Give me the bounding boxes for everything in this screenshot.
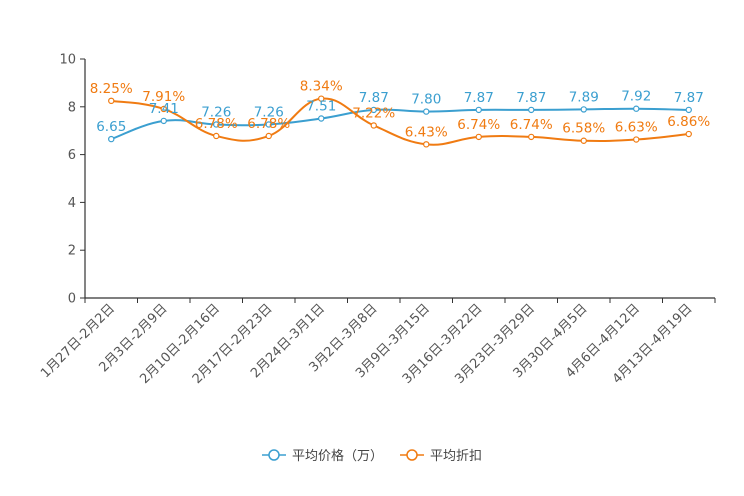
legend-label: 平均价格（万） [292,448,383,464]
data-point [685,106,692,114]
data-label: 6.65 [96,119,126,135]
y-tick-label: 4 [68,196,76,211]
series-points [108,95,692,148]
data-label: 7.87 [674,90,704,106]
y-tick-label: 6 [68,148,76,163]
data-label: 6.58% [562,121,605,137]
data-label: 8.25% [90,81,133,97]
series-line [110,107,689,141]
y-tick-label: 8 [68,100,76,115]
data-label: 7.51 [306,99,336,115]
legend-label: 平均折扣 [430,449,482,464]
data-label: 7.87 [359,90,389,106]
data-point [160,117,167,125]
data-point [475,106,482,114]
data-point [580,137,587,144]
data-point [265,121,272,128]
y-tick-label: 0 [68,292,76,307]
data-point [370,122,377,129]
data-point [370,106,377,114]
data-label: 7.92 [621,89,651,105]
legend: 平均价格（万） 平均折扣 [262,448,482,464]
data-label: 7.41 [149,101,179,117]
data-point [633,105,640,112]
data-label: 7.26 [201,104,231,120]
data-point [423,141,430,148]
series-data-labels: 6.65 7.41 7.26 7.26 7.51 7.87 7.80 7.87 7.87 7.89… [90,79,711,141]
data-label: 6.74% [510,117,553,133]
data-point [160,105,167,113]
data-label: 7.26 [254,104,284,120]
data-label: 7.87 [516,90,546,106]
data-label: 6.63% [615,120,658,136]
data-label: 6.74% [457,117,500,133]
data-point [423,108,430,115]
y-tick-label: 2 [68,244,76,259]
data-point [528,106,535,114]
data-point [213,121,220,128]
data-label: 6.78% [247,116,290,132]
y-tick-label: 10 [59,53,76,68]
data-label: 7.80 [411,92,441,108]
data-label: 7.22% [352,105,395,121]
data-label: 7.91% [142,89,185,105]
data-point [633,136,640,143]
legend-marker [406,449,418,461]
data-point [318,115,325,122]
data-label: 6.86% [667,114,710,130]
data-point [528,133,535,141]
data-point [318,95,325,102]
data-point [685,130,692,138]
data-point [265,132,272,140]
legend-marker [268,449,280,461]
data-label: 8.34% [300,79,343,95]
y-axis-ticks: 0 2 4 6 8 10 [59,53,85,307]
data-label: 6.43% [405,124,448,140]
data-label: 7.87 [464,90,494,106]
data-point [108,135,115,143]
data-point [108,97,115,105]
x-axis-ticks: 1月27日-2月2日2月3日-2月9日2月10日-2月16日2月17日-2月23… [38,298,716,387]
data-label: 7.89 [569,89,599,105]
data-label: 6.78% [195,116,238,132]
data-point [475,133,482,141]
data-point [213,132,220,140]
data-point [580,106,587,113]
